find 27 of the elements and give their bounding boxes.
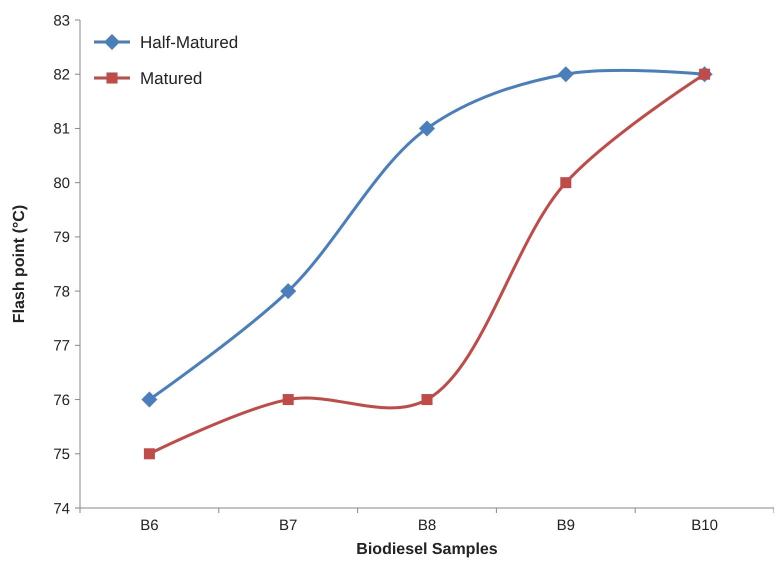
point <box>282 394 294 406</box>
y-tick-label: 81 <box>53 120 70 138</box>
point <box>422 394 432 406</box>
y-tick-label: 79 <box>53 229 70 246</box>
y-tick-label: 76 <box>53 392 70 409</box>
point <box>141 392 158 408</box>
point <box>558 66 574 82</box>
x-tick-label: B10 <box>691 517 718 534</box>
y-tick-label: 74 <box>53 500 70 518</box>
x-axis-title: Biodiesel Samples <box>356 541 498 558</box>
legend-label: Half-Matured <box>140 32 238 52</box>
y-tick-label: 75 <box>53 446 70 464</box>
legend-label: Matured <box>140 68 202 88</box>
y-tick-label: 83 <box>53 12 70 30</box>
point <box>419 120 435 136</box>
y-tick-label: 77 <box>53 338 70 355</box>
y-axis-title: Flash point (°C) <box>11 204 28 324</box>
x-tick-label: B7 <box>279 517 298 534</box>
x-tick-label: B6 <box>140 517 159 534</box>
point <box>560 177 572 188</box>
point <box>280 283 296 300</box>
y-tick-label: 80 <box>53 174 70 192</box>
x-tick-label: B8 <box>418 517 436 534</box>
y-tick-label: 82 <box>53 66 70 84</box>
x-tick-label: B9 <box>556 517 575 534</box>
y-tick-label: 78 <box>53 283 70 300</box>
point <box>144 448 155 460</box>
